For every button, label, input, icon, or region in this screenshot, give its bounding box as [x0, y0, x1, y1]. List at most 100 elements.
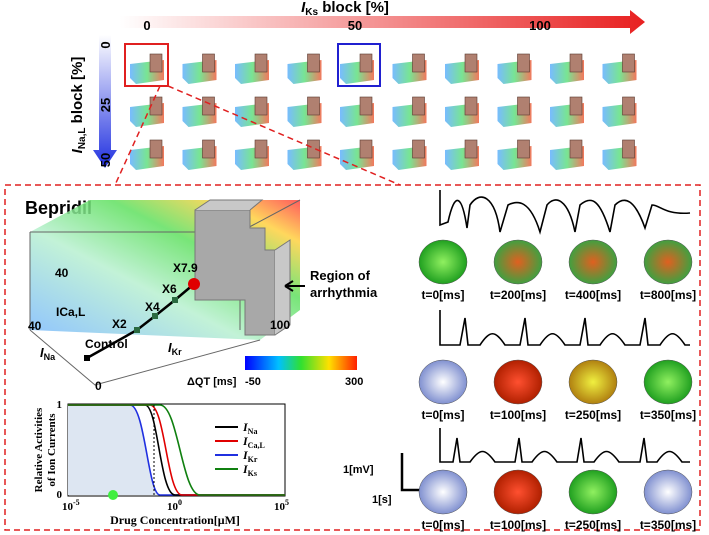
thumbnail-block: [464, 96, 478, 116]
thumbnail-block: [517, 96, 530, 116]
point-label: X2: [112, 317, 127, 331]
box-label: IKr: [168, 340, 182, 357]
iks-arrow: [120, 10, 645, 34]
box-label: 100: [270, 318, 290, 332]
region-label: Region of: [310, 268, 371, 283]
inal-axis-title: INa,L block [%]: [69, 57, 88, 154]
tspan: block [%]: [318, 0, 389, 16]
heart: [493, 469, 543, 515]
ecg-trace: [439, 190, 691, 235]
time-label: t=0[ms]: [421, 408, 464, 422]
inset-xtick: 105: [274, 498, 289, 513]
thumbnail-block: [149, 53, 163, 73]
legend-label: INa: [242, 420, 257, 436]
thumbnail-block: [202, 53, 215, 73]
legend-label: ICa,L: [242, 434, 265, 450]
thumbnail-block: [464, 53, 478, 73]
legend-subscript: Ca,L: [248, 441, 265, 450]
detail-frame: [4, 184, 701, 531]
iks-tick: 100: [529, 18, 551, 33]
inset-xticks: 10-5 100 105: [62, 498, 289, 513]
iks-axis-title: IKs block [%]: [301, 0, 389, 18]
thumbnail-block: [622, 96, 635, 116]
iks-tick: 50: [348, 18, 362, 33]
tspan: I: [301, 0, 306, 16]
legend-symbol: I: [242, 434, 249, 448]
inset-ytick: 0: [57, 489, 63, 501]
thumbnail-block: [307, 96, 320, 116]
point-label: X7.9: [173, 261, 198, 275]
heart: [643, 239, 693, 285]
thumbnail-block: [149, 139, 163, 159]
curve: [68, 404, 285, 496]
box-label: 40: [55, 266, 69, 280]
heart: [568, 469, 618, 515]
thumbnail-block: [517, 53, 530, 73]
time-label: t=350[ms]: [640, 518, 696, 532]
legend-symbol: I: [242, 420, 249, 434]
thumbnail-block: [569, 96, 583, 116]
tspan: Ks: [305, 7, 318, 18]
thumbnail-block: [517, 139, 530, 159]
box-label: ICa,L: [56, 305, 85, 319]
heart: [493, 359, 543, 405]
tspan: Na,L: [77, 128, 88, 150]
marker-dot: [108, 490, 118, 500]
curve: [68, 404, 285, 496]
point-label: Control: [85, 337, 128, 351]
thumbnail-block: [412, 53, 425, 73]
colorbar-min: -50: [245, 376, 261, 388]
thumbnail-block: [254, 53, 268, 73]
selected-red: [124, 43, 169, 87]
heart: [643, 359, 693, 405]
legend-subscript: Kr: [248, 455, 258, 464]
tick-exp: 5: [285, 498, 289, 507]
thumbnail-block: [464, 139, 478, 159]
heart: [418, 239, 468, 285]
thumbnail-block: [622, 53, 635, 73]
time-label: t=0[ms]: [421, 518, 464, 532]
thumbnail-block: [622, 139, 635, 159]
zoom-lines: [114, 85, 401, 186]
tspan: I: [40, 345, 44, 360]
inset-x-title: Drug Concentration[μM]: [110, 513, 240, 527]
heart: [418, 469, 468, 515]
inset-xtick: 10-5: [62, 498, 80, 513]
inal-tick: 0: [98, 41, 113, 48]
tspan: Na: [44, 352, 56, 362]
thumbnail-block: [307, 53, 320, 73]
region-arrow: [284, 280, 305, 292]
thumbnail-block: [412, 96, 425, 116]
hearts: t=0[ms] t=200[ms] t=400[ms] t=800[ms] t=0[ms…: [418, 239, 696, 532]
point-label: X6: [162, 282, 177, 296]
tspan: Kr: [172, 347, 182, 357]
inal-tick: 25: [98, 98, 113, 112]
legend-subscript: Ks: [248, 469, 257, 478]
time-label: t=100[ms]: [490, 408, 546, 422]
curve: [68, 404, 285, 496]
thumbnail-block: [412, 139, 425, 159]
colorbar-title: ΔQT [ms]: [187, 376, 237, 388]
ecg-trace: [439, 428, 690, 463]
path-point: [152, 313, 158, 319]
region-label: arrhythmia: [310, 285, 378, 300]
colorbar-max: 300: [345, 376, 363, 388]
thumbnail-block: [569, 53, 583, 73]
legend-symbol: I: [242, 462, 249, 476]
inal-tick: 50: [98, 153, 113, 167]
time-label: t=250[ms]: [565, 518, 621, 532]
tick-base: 10: [167, 501, 179, 513]
thumbnail-block: [569, 139, 583, 159]
inset-xtick: 100: [167, 498, 182, 513]
tick-exp: -5: [73, 498, 80, 507]
heart: [643, 469, 693, 515]
thumbnail-block: [254, 139, 268, 159]
thumbnail-grid: [130, 53, 637, 170]
box-label: 40: [28, 319, 42, 333]
box-label: 0: [95, 379, 102, 393]
scale-time: 1[s]: [372, 494, 392, 506]
